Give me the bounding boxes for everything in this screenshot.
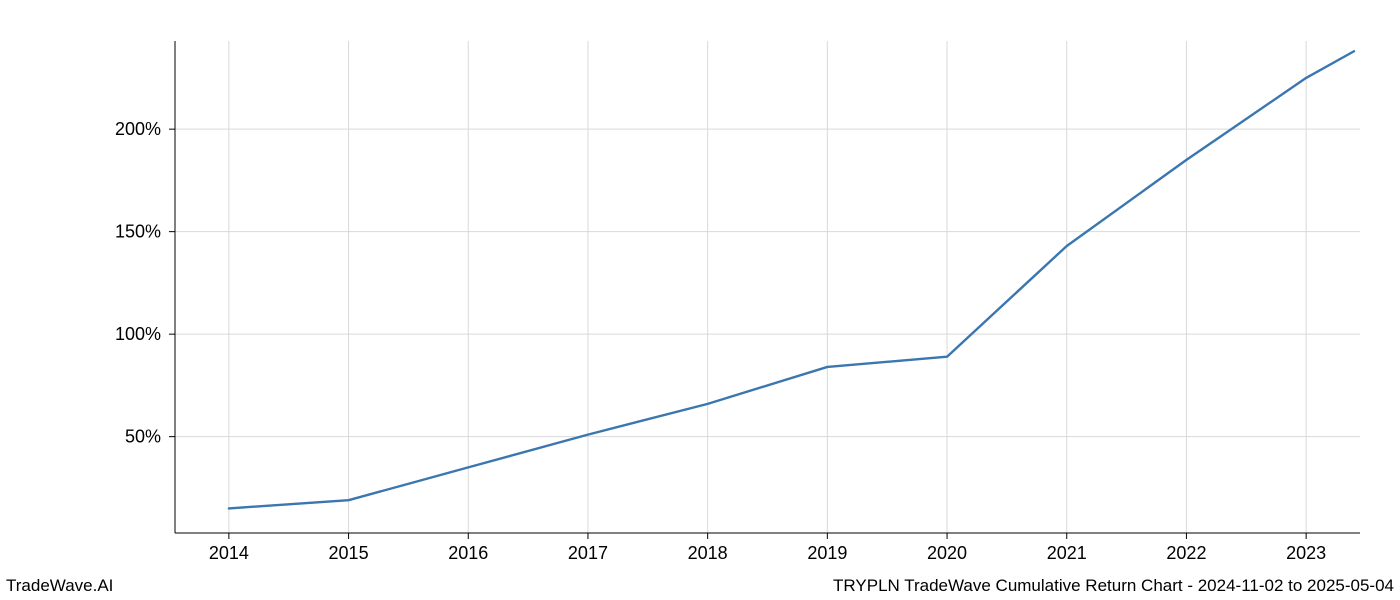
- x-tick-label: 2014: [209, 543, 249, 563]
- y-tick-label: 50%: [125, 427, 161, 447]
- x-tick-label: 2019: [807, 543, 847, 563]
- x-tick-label: 2017: [568, 543, 608, 563]
- chart-background: [0, 0, 1400, 600]
- x-tick-label: 2015: [329, 543, 369, 563]
- y-tick-label: 200%: [115, 119, 161, 139]
- footer-brand: TradeWave.AI: [6, 576, 113, 596]
- x-tick-label: 2022: [1166, 543, 1206, 563]
- x-tick-label: 2021: [1047, 543, 1087, 563]
- x-tick-label: 2020: [927, 543, 967, 563]
- chart-container: 2014 2015 2016 2017 2018 2019 2020 2021 2022 2023…: [0, 0, 1400, 600]
- line-chart: 2014 2015 2016 2017 2018 2019 2020 2021 2022 2023…: [0, 0, 1400, 600]
- y-tick-label: 150%: [115, 222, 161, 242]
- x-tick-label: 2023: [1286, 543, 1326, 563]
- footer-caption: TRYPLN TradeWave Cumulative Return Chart…: [833, 576, 1394, 596]
- x-tick-label: 2016: [448, 543, 488, 563]
- y-tick-label: 100%: [115, 324, 161, 344]
- x-tick-label: 2018: [688, 543, 728, 563]
